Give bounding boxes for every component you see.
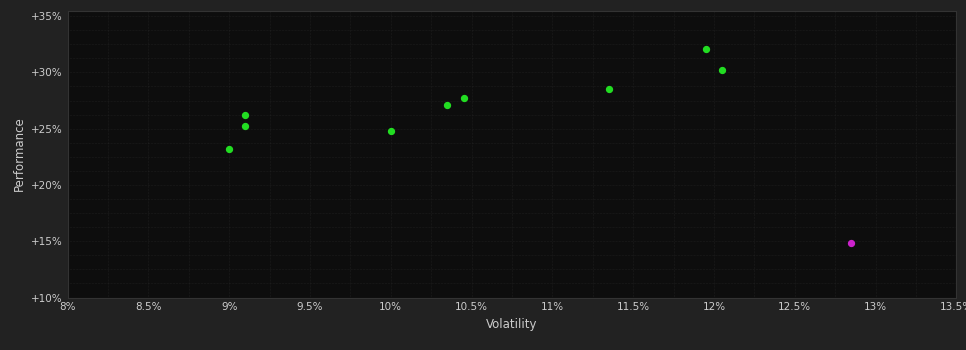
Point	[221, 146, 237, 152]
Point	[384, 128, 399, 134]
Point	[456, 96, 471, 101]
Y-axis label: Performance: Performance	[13, 117, 25, 191]
Point	[843, 241, 859, 246]
X-axis label: Volatility: Volatility	[486, 318, 538, 331]
Point	[601, 86, 616, 92]
Point	[238, 112, 253, 118]
Point	[714, 67, 729, 73]
Point	[698, 46, 714, 51]
Point	[238, 124, 253, 129]
Point	[440, 102, 455, 108]
